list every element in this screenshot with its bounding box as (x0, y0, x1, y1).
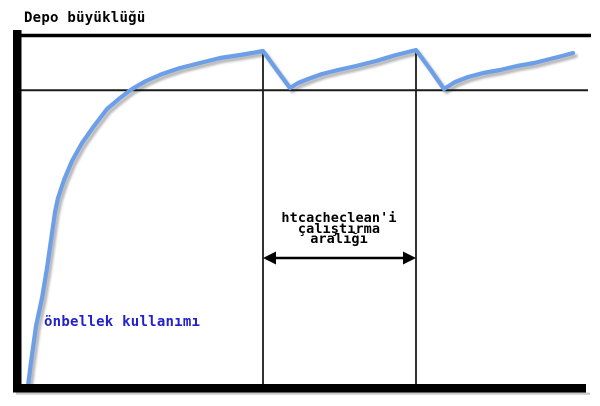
cache-usage-label: önbellek kullanımı (44, 314, 201, 330)
y-axis (13, 30, 22, 392)
x-axis-shadow (16, 392, 590, 395)
y-axis-title: Depo büyüklüğü (24, 10, 146, 26)
interval-label: htcacheclean'i çalıştırma aralığı (281, 210, 397, 247)
arrowhead-right-icon (403, 251, 416, 265)
x-axis (13, 384, 586, 393)
arrowhead-left-icon (263, 251, 276, 265)
interval-arrow (263, 251, 416, 265)
cache-usage-curve-shadow (28, 50, 578, 392)
cache-usage-curve (25, 47, 576, 389)
